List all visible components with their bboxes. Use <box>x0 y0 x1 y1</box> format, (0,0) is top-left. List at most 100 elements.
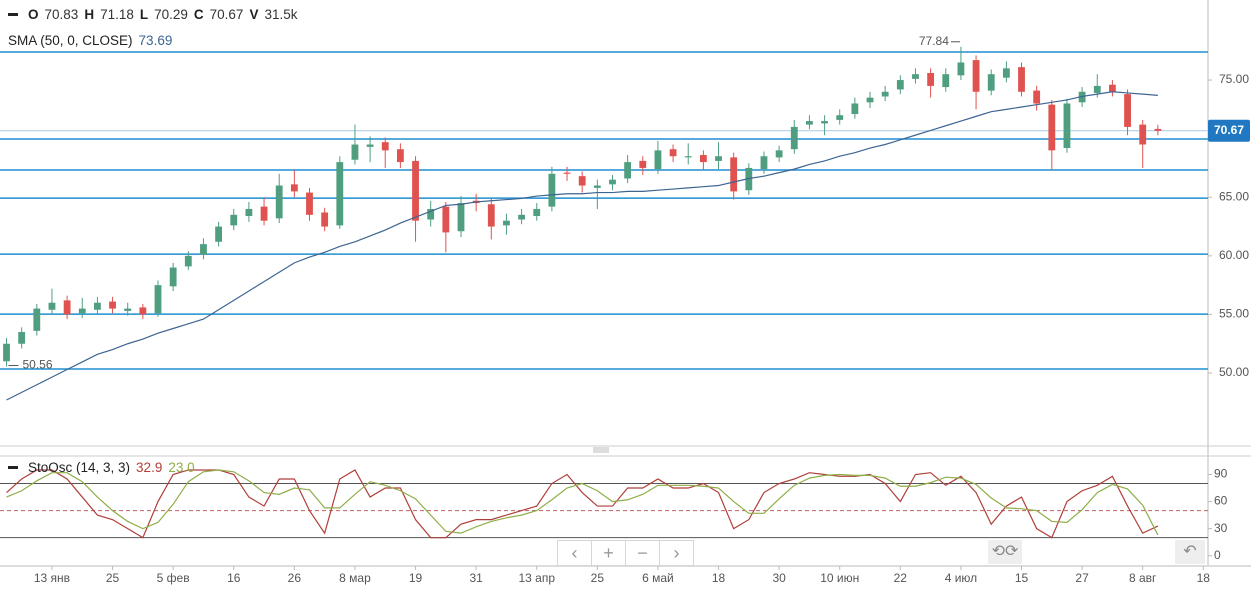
sma-value: 73.69 <box>138 33 173 48</box>
candle-body <box>290 184 298 192</box>
candle-body <box>684 156 692 158</box>
resize-handle[interactable] <box>593 447 609 453</box>
candle-body <box>1154 128 1162 131</box>
ohlc-key: C <box>193 7 204 22</box>
candle-body <box>987 74 995 91</box>
candle-body <box>927 73 935 86</box>
ohlc-key: H <box>84 7 95 22</box>
osc-legend-value: 32.9 <box>136 460 163 475</box>
candle-body <box>669 149 677 157</box>
reset-button[interactable]: ↶ <box>1175 540 1205 564</box>
x-tick-label: 13 янв <box>34 571 70 585</box>
candle-body <box>306 192 313 215</box>
candle-body <box>699 155 707 163</box>
candle-body <box>412 160 419 221</box>
candle-body <box>1108 84 1116 92</box>
candle-body <box>1063 103 1071 149</box>
ohlc-legend: O 70.83 H 71.18 L 70.29 C 70.67 V 31.5k <box>8 7 298 22</box>
candle-body <box>124 308 132 311</box>
candle-body <box>972 60 980 92</box>
candle-body <box>942 74 950 88</box>
candle-body <box>639 160 647 168</box>
y-tick-label: 60.00 <box>1219 248 1249 262</box>
zoom-out-button[interactable]: − <box>626 541 660 565</box>
y-tick-label: 50.00 <box>1219 365 1249 379</box>
x-tick-label: 19 <box>409 571 423 585</box>
osc-line <box>6 469 1159 539</box>
candle-body <box>518 214 525 220</box>
x-tick-label: 18 <box>712 571 726 585</box>
x-tick-label: 30 <box>772 571 786 585</box>
zoom-in-button[interactable]: + <box>592 541 626 565</box>
candle-body <box>154 285 162 314</box>
x-tick-label: 18 <box>1197 571 1211 585</box>
x-tick-label: 26 <box>288 571 302 585</box>
osc-y-tick-label: 90 <box>1214 467 1228 481</box>
legend-icon <box>8 466 18 469</box>
candle-body <box>3 343 10 362</box>
candle-body <box>578 176 586 186</box>
candle-body <box>442 206 450 233</box>
candle-body <box>533 208 541 216</box>
candle-body <box>851 103 859 115</box>
x-tick-label: 22 <box>894 571 908 585</box>
price-marker-label: 70.67 <box>1214 123 1244 137</box>
x-tick-label: 8 авг <box>1129 571 1157 585</box>
candle-body <box>1048 104 1056 151</box>
ohlc-value: 71.18 <box>100 7 134 22</box>
osc-legend: StoOsc (14, 3, 3) 32.9 23.0 <box>8 460 195 475</box>
candle-body <box>63 300 71 315</box>
candle-body <box>215 226 223 242</box>
x-tick-label: 13 апр <box>518 571 555 585</box>
ohlc-value: 70.83 <box>44 7 79 22</box>
candle-body <box>957 62 965 76</box>
ohlc-value: 70.67 <box>209 7 244 22</box>
price-marker <box>1208 119 1250 142</box>
candle-body <box>654 150 662 170</box>
x-tick-label: 16 <box>227 571 241 585</box>
x-tick-label: 31 <box>469 571 483 585</box>
candle-body <box>1002 68 1010 78</box>
candle-body <box>790 126 798 150</box>
x-tick-label: 27 <box>1075 571 1089 585</box>
osc-y-tick-label: 30 <box>1214 521 1228 535</box>
scroll-left-button[interactable]: ‹ <box>558 541 592 565</box>
candle-body <box>336 162 344 226</box>
candle-body <box>912 74 919 79</box>
candle-body <box>200 244 207 255</box>
max-annotation: 77.84 <box>919 34 949 48</box>
candle-body <box>593 185 601 188</box>
candle-body <box>503 220 510 226</box>
candle-body <box>821 121 828 124</box>
candle-body <box>381 142 389 151</box>
candle-body <box>806 121 813 125</box>
candle-body <box>715 156 722 161</box>
candle-body <box>169 267 177 287</box>
sma-name: SMA (50, 0, CLOSE) <box>8 33 133 48</box>
candle-body <box>836 115 844 120</box>
x-tick-label: 5 фев <box>157 571 190 585</box>
sma-line <box>6 91 1158 401</box>
ohlc-value: 70.29 <box>154 7 188 22</box>
candle-body <box>366 144 374 147</box>
osc-line <box>6 469 1159 536</box>
candle-body <box>396 149 404 163</box>
x-tick-label: 8 мар <box>339 571 371 585</box>
candle-body <box>730 157 738 192</box>
sync-button[interactable]: ⟲⟳ <box>988 540 1022 564</box>
x-tick-label: 15 <box>1015 571 1029 585</box>
candle-body <box>609 179 616 185</box>
candle-body <box>109 301 116 309</box>
candle-body <box>245 208 253 216</box>
candle-body <box>78 308 86 314</box>
candle-body <box>881 91 889 97</box>
candle-body <box>351 144 359 160</box>
scroll-right-button[interactable]: › <box>673 543 680 563</box>
candle-body <box>1093 85 1101 93</box>
osc-title: StoOsc (14, 3, 3) <box>28 460 131 475</box>
candle-body <box>1139 124 1147 145</box>
min-annotation: 50.56 <box>23 358 53 372</box>
osc-y-tick-label: 0 <box>1214 548 1221 562</box>
